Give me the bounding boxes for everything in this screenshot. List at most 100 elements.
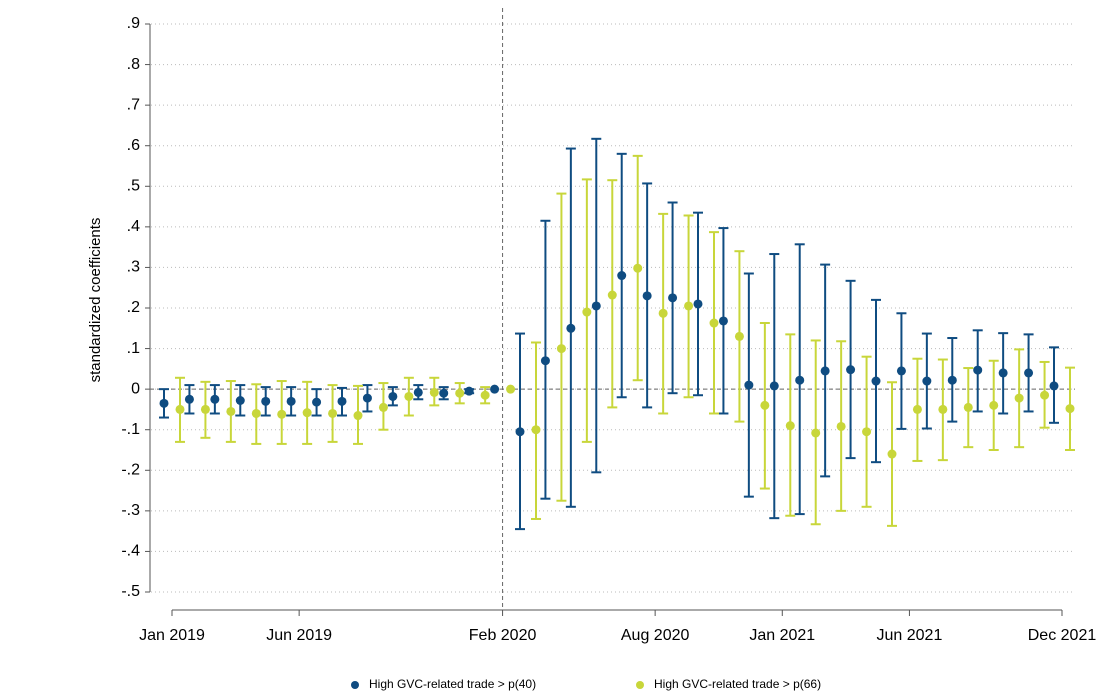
point xyxy=(1040,390,1050,400)
point xyxy=(836,421,846,431)
point xyxy=(200,404,210,414)
point xyxy=(871,376,881,386)
x-tick-label: Jan 2019 xyxy=(139,627,205,644)
point xyxy=(455,388,465,398)
y-tick-label: .3 xyxy=(127,259,140,276)
point xyxy=(261,396,271,406)
point xyxy=(947,375,957,385)
y-tick-label: .8 xyxy=(127,56,140,73)
x-tick-label: Dec 2021 xyxy=(1028,627,1097,644)
y-tick-label: .5 xyxy=(127,178,140,195)
point xyxy=(362,393,372,403)
point xyxy=(388,391,398,401)
point xyxy=(846,365,856,375)
point xyxy=(413,387,423,397)
point xyxy=(566,323,576,333)
point xyxy=(785,421,795,431)
y-tick-label: -.5 xyxy=(121,583,140,600)
point xyxy=(378,402,388,412)
y-tick-label: .2 xyxy=(127,299,140,316)
point xyxy=(718,316,728,326)
point xyxy=(312,397,322,407)
legend-marker xyxy=(636,681,644,689)
x-tick-label: Jan 2021 xyxy=(749,627,815,644)
x-tick-label: Feb 2020 xyxy=(469,627,537,644)
point xyxy=(1065,404,1075,414)
point xyxy=(159,398,169,408)
legend-label: High GVC-related trade > p(40) xyxy=(369,677,536,691)
point xyxy=(184,394,194,404)
point xyxy=(286,396,296,406)
y-tick-label: 0 xyxy=(131,380,140,397)
point xyxy=(353,411,363,421)
y-tick-label: .9 xyxy=(127,15,140,32)
point xyxy=(760,400,770,410)
point xyxy=(235,396,245,406)
point xyxy=(896,366,906,376)
point xyxy=(617,271,627,281)
x-tick-label: Jun 2021 xyxy=(877,627,943,644)
point xyxy=(912,404,922,414)
point xyxy=(709,318,719,328)
point xyxy=(404,391,414,401)
point xyxy=(795,375,805,385)
point xyxy=(684,301,694,311)
point xyxy=(693,299,703,309)
y-tick-label: .7 xyxy=(127,96,140,113)
point xyxy=(277,409,287,419)
y-tick-label: -.3 xyxy=(121,502,140,519)
point xyxy=(1049,381,1059,391)
point xyxy=(862,427,872,437)
point xyxy=(668,293,678,303)
point xyxy=(556,344,566,354)
legend: High GVC-related trade > p(40) High GVC-r… xyxy=(351,677,821,691)
point xyxy=(439,388,449,398)
y-tick-label: .4 xyxy=(127,218,140,235)
point xyxy=(998,368,1008,378)
point xyxy=(429,387,439,397)
y-tick-label: -.4 xyxy=(121,543,140,560)
point xyxy=(464,386,474,396)
x-tick-label: Aug 2020 xyxy=(621,627,690,644)
point xyxy=(938,404,948,414)
point xyxy=(210,394,220,404)
point xyxy=(633,263,643,273)
point xyxy=(820,366,830,376)
point xyxy=(591,301,601,311)
point xyxy=(175,404,185,414)
point xyxy=(328,408,338,418)
point xyxy=(642,291,652,301)
x-tick-label: Jun 2019 xyxy=(266,627,332,644)
point xyxy=(658,308,668,318)
point xyxy=(506,384,516,394)
point xyxy=(989,400,999,410)
point xyxy=(887,449,897,459)
point xyxy=(540,356,550,366)
y-tick-label: .6 xyxy=(127,137,140,154)
point xyxy=(337,396,347,406)
point xyxy=(811,428,821,438)
legend-label: High GVC-related trade > p(66) xyxy=(654,677,821,691)
y-tick-label: .1 xyxy=(127,340,140,357)
point xyxy=(963,402,973,412)
y-axis-label: standardized coefficients xyxy=(87,218,104,383)
point xyxy=(582,307,592,317)
point xyxy=(302,408,312,418)
point xyxy=(744,380,754,390)
point xyxy=(480,390,490,400)
point xyxy=(607,290,617,300)
point xyxy=(1014,393,1024,403)
y-tick-label: -.1 xyxy=(121,421,140,438)
point xyxy=(769,381,779,391)
point xyxy=(734,331,744,341)
point xyxy=(531,425,541,435)
y-tick-label: -.2 xyxy=(121,462,140,479)
point xyxy=(226,406,236,416)
point xyxy=(973,365,983,375)
point xyxy=(1024,368,1034,378)
point xyxy=(251,408,261,418)
legend-marker xyxy=(351,681,359,689)
point xyxy=(490,384,500,394)
